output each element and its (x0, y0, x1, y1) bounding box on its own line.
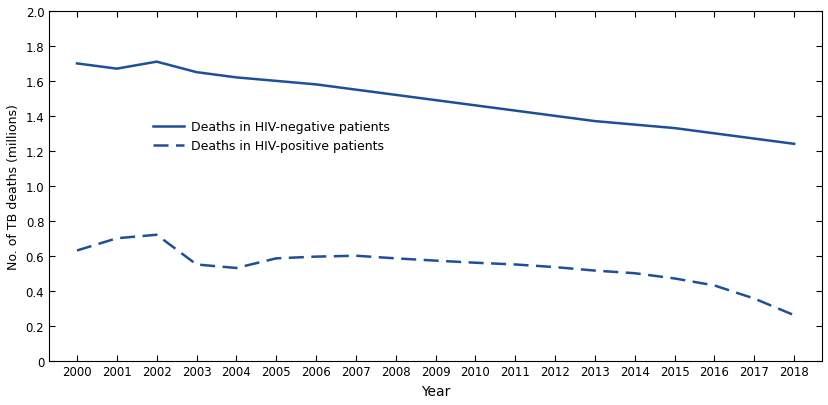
Deaths in HIV-negative patients (390, 93, 400, 98)
Deaths in HIV-positive patients (629, 271, 639, 276)
Deaths in HIV-negative patients (629, 123, 639, 128)
Deaths in HIV-positive patients (271, 256, 281, 261)
Deaths in HIV-negative patients (550, 114, 560, 119)
Deaths in HIV-negative patients (231, 76, 241, 81)
Legend: Deaths in HIV-negative patients, Deaths in HIV-positive patients: Deaths in HIV-negative patients, Deaths … (148, 116, 394, 158)
Line: Deaths in HIV-negative patients: Deaths in HIV-negative patients (77, 62, 793, 145)
Deaths in HIV-positive patients (152, 233, 161, 238)
Deaths in HIV-negative patients (72, 62, 82, 67)
Deaths in HIV-positive patients (350, 254, 360, 258)
Deaths in HIV-negative patients (310, 83, 320, 87)
Deaths in HIV-positive patients (510, 262, 520, 267)
Deaths in HIV-positive patients (430, 258, 440, 263)
Deaths in HIV-positive patients (112, 236, 122, 241)
Deaths in HIV-negative patients (669, 126, 679, 131)
Deaths in HIV-negative patients (510, 109, 520, 114)
Deaths in HIV-positive patients (550, 265, 560, 270)
Deaths in HIV-positive patients (231, 266, 241, 271)
Deaths in HIV-negative patients (788, 142, 798, 147)
Deaths in HIV-negative patients (350, 88, 360, 93)
Line: Deaths in HIV-positive patients: Deaths in HIV-positive patients (77, 235, 793, 315)
Deaths in HIV-positive patients (669, 276, 679, 281)
Deaths in HIV-positive patients (590, 269, 599, 273)
Deaths in HIV-positive patients (749, 296, 758, 301)
Deaths in HIV-positive patients (469, 261, 479, 266)
Deaths in HIV-negative patients (469, 104, 479, 109)
Deaths in HIV-positive patients (72, 248, 82, 253)
Deaths in HIV-positive patients (788, 313, 798, 318)
Deaths in HIV-positive patients (390, 256, 400, 261)
Deaths in HIV-negative patients (152, 60, 161, 65)
Deaths in HIV-negative patients (590, 119, 599, 124)
Deaths in HIV-negative patients (191, 70, 201, 75)
Deaths in HIV-negative patients (749, 137, 758, 142)
Deaths in HIV-positive patients (310, 254, 320, 259)
Y-axis label: No. of TB deaths (millions): No. of TB deaths (millions) (7, 104, 20, 269)
Deaths in HIV-negative patients (430, 98, 440, 103)
Deaths in HIV-negative patients (112, 67, 122, 72)
Deaths in HIV-negative patients (709, 132, 719, 136)
Deaths in HIV-positive patients (709, 284, 719, 288)
Deaths in HIV-positive patients (191, 262, 201, 267)
Deaths in HIV-negative patients (271, 79, 281, 84)
X-axis label: Year: Year (421, 384, 450, 398)
